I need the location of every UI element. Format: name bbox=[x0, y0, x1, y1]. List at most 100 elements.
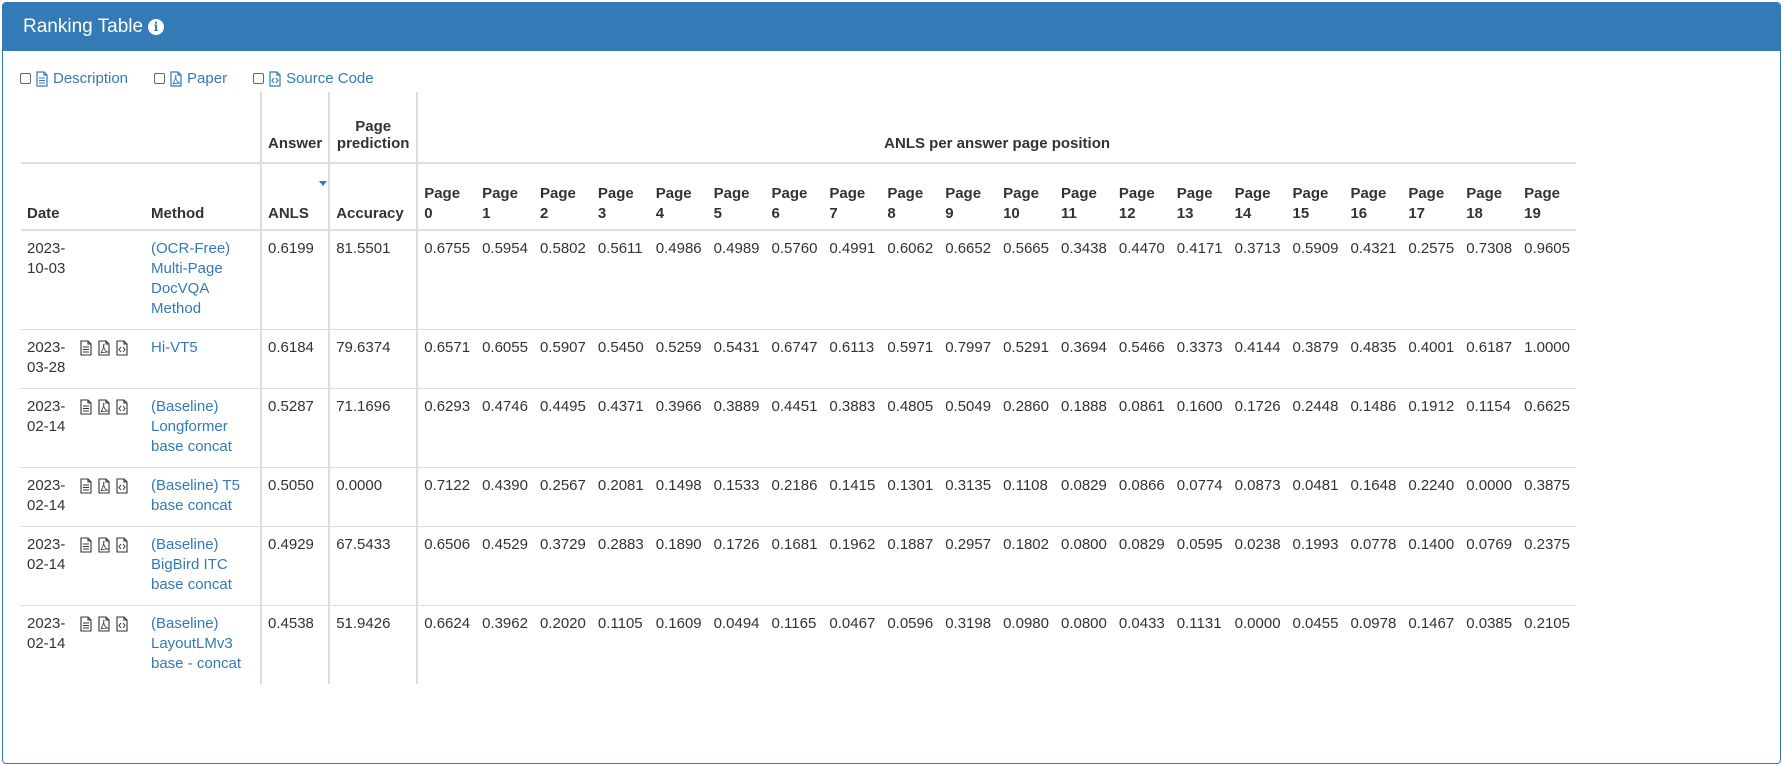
cell-page-18: 0.0385 bbox=[1460, 605, 1519, 684]
cell-date: 2023-02-14 bbox=[21, 526, 73, 606]
file-text-icon[interactable] bbox=[79, 340, 93, 356]
file-code-icon[interactable] bbox=[115, 340, 129, 356]
file-text-icon[interactable] bbox=[79, 616, 93, 632]
column-header-page-7[interactable]: Page 7 bbox=[823, 163, 882, 231]
column-header-page-1[interactable]: Page 1 bbox=[476, 163, 534, 231]
cell-page-3: 0.1105 bbox=[591, 605, 650, 684]
cell-page-9: 0.3198 bbox=[939, 605, 998, 684]
column-header-page-15[interactable]: Page 15 bbox=[1286, 163, 1345, 231]
column-header-page-16[interactable]: Page 16 bbox=[1344, 163, 1403, 231]
cell-page-19: 1.0000 bbox=[1518, 329, 1576, 389]
cell-page-8: 0.0596 bbox=[881, 605, 940, 684]
file-code-icon[interactable] bbox=[115, 616, 129, 632]
cell-page-0: 0.6506 bbox=[416, 526, 477, 606]
file-pdf-icon[interactable] bbox=[97, 478, 111, 494]
column-header-date[interactable]: Date bbox=[21, 163, 73, 231]
cell-page-16: 0.0978 bbox=[1344, 605, 1403, 684]
column-header-page-14[interactable]: Page 14 bbox=[1228, 163, 1287, 231]
column-header-page-12[interactable]: Page 12 bbox=[1112, 163, 1171, 231]
cell-page-19: 0.2375 bbox=[1518, 526, 1576, 606]
table-row: 2023-02-14 (Baseline) LayoutLMv3 base - c… bbox=[21, 605, 1576, 684]
cell-page-19: 0.9605 bbox=[1524, 240, 1570, 257]
file-pdf-icon[interactable] bbox=[97, 399, 111, 415]
panel-heading: Ranking Table i bbox=[3, 3, 1780, 51]
column-header-page-9[interactable]: Page 9 bbox=[939, 163, 998, 231]
cell-page-4: 0.1609 bbox=[649, 605, 708, 684]
cell-page-12: 0.0866 bbox=[1112, 467, 1171, 527]
file-pdf-icon[interactable] bbox=[97, 340, 111, 356]
cell-page-12: 0.4470 bbox=[1118, 240, 1165, 257]
cell-method: (Baseline) LayoutLMv3 base - concat bbox=[145, 605, 261, 684]
column-header-method[interactable]: Method bbox=[145, 163, 261, 231]
toggle-description[interactable]: Description bbox=[20, 70, 128, 87]
column-header-anls[interactable]: ANLS bbox=[259, 163, 330, 231]
cell-date: 2023-03-28 bbox=[21, 329, 73, 389]
cell-method: (Baseline) Longformer base concat bbox=[145, 388, 261, 468]
cell-page-4: 0.1890 bbox=[649, 526, 708, 606]
cell-page-7: 0.1415 bbox=[823, 467, 882, 527]
file-code-icon[interactable] bbox=[115, 478, 129, 494]
column-header-page-17[interactable]: Page 17 bbox=[1402, 163, 1461, 231]
cell-links bbox=[73, 230, 145, 330]
file-text-icon[interactable] bbox=[79, 537, 93, 553]
cell-page-5: 0.0494 bbox=[707, 605, 766, 684]
column-header-page-2[interactable]: Page 2 bbox=[533, 163, 592, 231]
cell-page-6: 0.6747 bbox=[765, 329, 824, 389]
column-header-page-8[interactable]: Page 8 bbox=[881, 163, 940, 231]
cell-page-5: 0.1726 bbox=[707, 526, 766, 606]
column-header-page-10[interactable]: Page 10 bbox=[997, 163, 1055, 231]
description-checkbox[interactable] bbox=[20, 73, 31, 84]
source-code-checkbox[interactable] bbox=[253, 73, 265, 84]
method-link[interactable]: (Baseline) Longformer base concat bbox=[151, 398, 232, 455]
file-text-icon[interactable] bbox=[79, 399, 93, 415]
cell-page-16: 0.1486 bbox=[1344, 388, 1403, 468]
info-icon[interactable]: i bbox=[148, 19, 165, 35]
column-header-page-5[interactable]: Page 5 bbox=[707, 163, 766, 231]
method-link[interactable]: (Baseline) T5 base concat bbox=[151, 477, 240, 514]
table-row: 2023-02-14 (Baseline) BigBird ITC base co… bbox=[21, 526, 1576, 606]
file-code-icon bbox=[269, 70, 281, 87]
cell-page-17: 0.4001 bbox=[1402, 329, 1461, 389]
file-pdf-icon[interactable] bbox=[97, 537, 111, 553]
cell-page-4: 0.4986 bbox=[655, 240, 702, 257]
cell-page-10: 0.5291 bbox=[997, 329, 1055, 389]
method-link[interactable]: Hi-VT5 bbox=[151, 339, 198, 356]
cell-accuracy: 51.9426 bbox=[328, 605, 418, 684]
file-pdf-icon[interactable] bbox=[97, 616, 111, 632]
column-header-page-18[interactable]: Page 18 bbox=[1460, 163, 1519, 231]
column-header-page-4[interactable]: Page 4 bbox=[649, 163, 708, 231]
toggle-label: Paper bbox=[187, 70, 228, 87]
column-header-page-11[interactable]: Page 11 bbox=[1054, 163, 1113, 231]
column-header-page-3[interactable]: Page 3 bbox=[591, 163, 650, 231]
file-code-icon[interactable] bbox=[115, 537, 129, 553]
table-row: 2023-03-28 Hi-VT5 0.6184 79.6374 0.6571 0.605… bbox=[21, 329, 1576, 389]
cell-page-2: 0.2567 bbox=[533, 467, 592, 527]
cell-page-14: 0.0000 bbox=[1228, 605, 1287, 684]
method-link[interactable]: (OCR-Free) Multi-Page DocVQA Method bbox=[151, 240, 231, 317]
cell-page-9: 0.3135 bbox=[939, 467, 998, 527]
column-header-accuracy[interactable]: Accuracy bbox=[328, 163, 418, 231]
cell-page-5: 0.4989 bbox=[713, 240, 760, 257]
cell-page-8: 0.5971 bbox=[881, 329, 940, 389]
cell-page-2: 0.5802 bbox=[539, 240, 586, 257]
column-header-page-0[interactable]: Page 0 bbox=[416, 163, 477, 231]
column-header-page-19[interactable]: Page 19 bbox=[1518, 163, 1576, 231]
method-link[interactable]: (Baseline) BigBird ITC base concat bbox=[151, 536, 232, 593]
cell-page-4: 0.1498 bbox=[649, 467, 708, 527]
file-text-icon[interactable] bbox=[79, 478, 93, 494]
cell-anls: 0.5050 bbox=[259, 467, 330, 527]
cell-page-11: 0.1888 bbox=[1054, 388, 1113, 468]
method-link[interactable]: (Baseline) LayoutLMv3 base - concat bbox=[151, 615, 242, 672]
column-header-page-6[interactable]: Page 6 bbox=[765, 163, 824, 231]
toggle-paper[interactable]: Paper bbox=[154, 70, 227, 87]
column-header-page-13[interactable]: Page 13 bbox=[1170, 163, 1229, 231]
group-header-blank bbox=[21, 92, 261, 164]
cell-links bbox=[73, 467, 145, 527]
cell-links bbox=[73, 388, 145, 468]
paper-checkbox[interactable] bbox=[154, 73, 166, 84]
cell-page-17: 0.1400 bbox=[1402, 526, 1461, 606]
toggle-source-code[interactable]: Source Code bbox=[253, 70, 374, 87]
cell-page-6: 0.2186 bbox=[765, 467, 824, 527]
cell-page-11: 0.0800 bbox=[1054, 605, 1113, 684]
file-code-icon[interactable] bbox=[115, 399, 129, 415]
